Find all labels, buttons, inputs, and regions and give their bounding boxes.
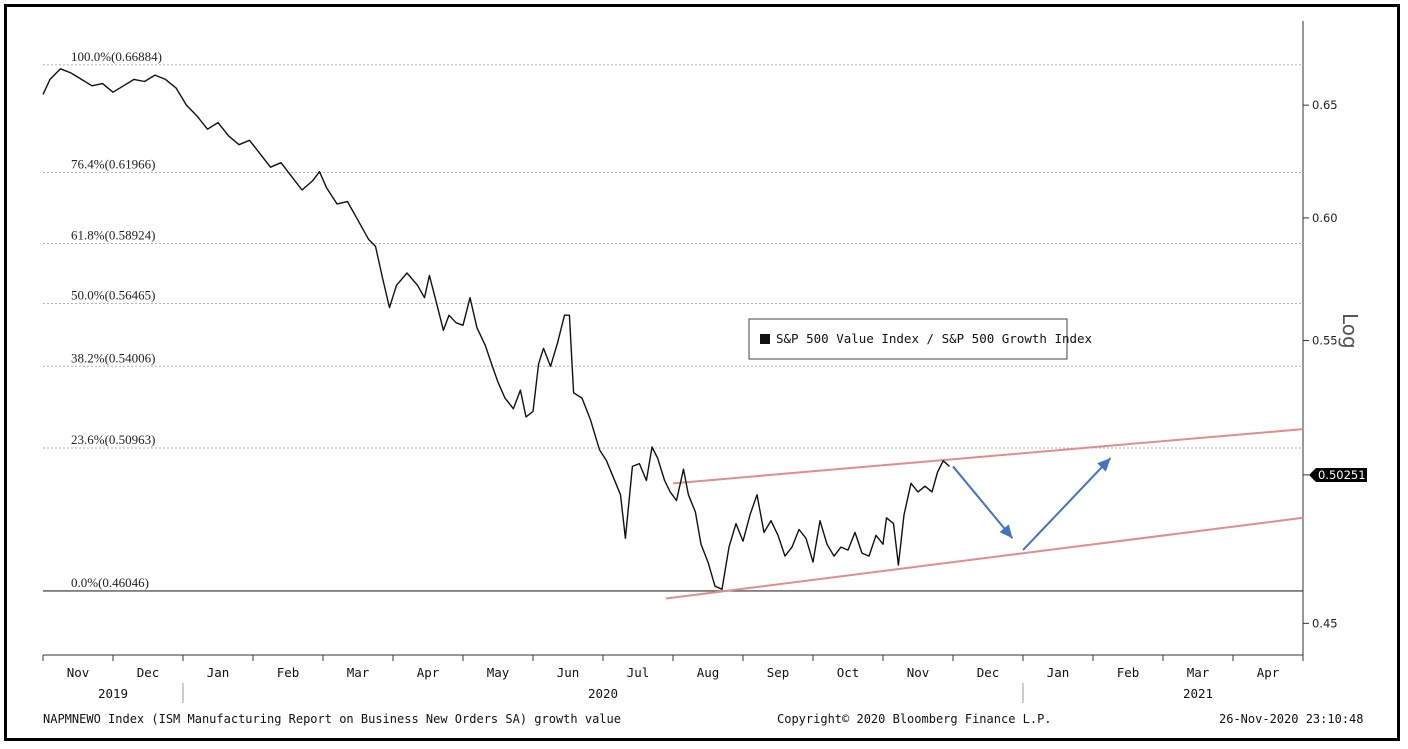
x-tick-label: Mar [1187,665,1210,680]
footer-timestamp: 26-Nov-2020 23:10:48 [1219,712,1364,726]
legend-label: S&P 500 Value Index / S&P 500 Growth Ind… [776,331,1093,346]
last-value-text: 0.50251 [1318,468,1366,482]
footer-source: NAPMNEWO Index (ISM Manufacturing Report… [43,712,621,726]
x-tick-label: Nov [907,665,930,680]
scale-label: Log [1338,313,1362,349]
axes: 0.450.500.550.600.65NovDecJanFebMarAprMa… [42,21,1338,703]
x-tick-label: May [487,665,510,680]
x-year-label: 2019 [98,686,128,701]
fib-label: 61.8%(0.58924) [71,227,156,242]
series-line [42,68,950,590]
legend-box: S&P 500 Value Index / S&P 500 Growth Ind… [748,318,1093,360]
fib-label: 76.4%(0.61966) [71,157,156,172]
y-tick-label: 0.55 [1312,334,1338,348]
x-tick-label: Sep [767,665,790,680]
x-tick-label: Jul [627,665,650,680]
last-value-badge: 0.50251 [1309,468,1367,482]
arrow-head [1097,458,1111,472]
trend-channel [665,428,1304,600]
x-tick-label: Dec [137,665,160,680]
channel-line [665,516,1304,600]
x-tick-label: Nov [67,665,90,680]
fib-label: 23.6%(0.50963) [71,432,156,447]
x-tick-label: Dec [977,665,1000,680]
x-tick-label: Aug [697,665,720,680]
x-year-label: 2021 [1183,686,1213,701]
projection-arrow [1022,457,1112,551]
arrow-head [999,524,1013,539]
fib-labels: 100.0%(0.66884) 76.4%(0.61966) 61.8%(0.589… [71,49,162,590]
x-tick-label: Jan [207,665,230,680]
price-chart: 100.0%(0.66884) 76.4%(0.61966) 61.8%(0.589… [42,21,1367,726]
x-tick-label: Feb [1117,665,1140,680]
series-path [42,68,950,590]
projection-arrow [952,465,1014,539]
fib-label: 50.0%(0.56465) [71,288,156,303]
fib-grid [43,64,1303,592]
x-tick-label: Oct [837,665,860,680]
x-tick-label: Mar [347,665,370,680]
fib-label: 0.0%(0.46046) [71,575,149,590]
x-tick-label: Jan [1047,665,1070,680]
y-tick-label: 0.65 [1312,98,1338,112]
fib-label: 38.2%(0.54006) [71,350,156,365]
x-tick-label: Jun [557,665,580,680]
projection-arrows [952,457,1112,551]
channel-line [672,428,1304,485]
y-tick-label: 0.60 [1312,211,1338,225]
fib-label: 100.0%(0.66884) [71,49,162,64]
footer-copyright: Copyright© 2020 Bloomberg Finance L.P. [777,712,1052,726]
x-year-label: 2020 [588,686,618,701]
legend-swatch [760,334,770,344]
x-tick-label: Apr [417,665,440,680]
chart-frame: 100.0%(0.66884) 76.4%(0.61966) 61.8%(0.589… [4,4,1400,741]
x-tick-label: Feb [277,665,300,680]
y-tick-label: 0.45 [1312,616,1338,630]
x-tick-label: Apr [1257,665,1280,680]
